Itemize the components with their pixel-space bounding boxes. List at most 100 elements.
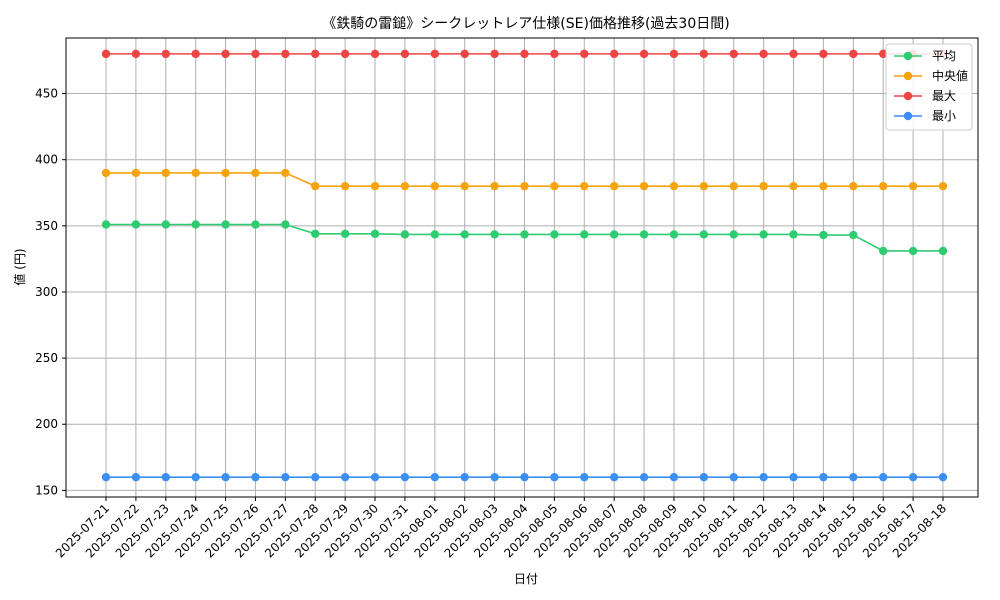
y-axis-label: 値 (円) [12, 248, 27, 285]
data-point [251, 168, 260, 178]
data-point [819, 181, 828, 191]
data-point [460, 181, 469, 191]
data-point [131, 168, 141, 178]
data-point [370, 181, 380, 191]
data-point [490, 181, 499, 191]
data-point [669, 181, 679, 191]
data-point [221, 472, 230, 482]
data-point [221, 220, 230, 229]
data-point [580, 181, 589, 191]
data-point [311, 49, 320, 59]
data-point [370, 229, 380, 238]
data-point [400, 472, 410, 482]
data-point [430, 49, 440, 59]
data-point [191, 472, 200, 482]
data-point [609, 49, 619, 59]
legend-box [885, 43, 973, 131]
data-point [101, 49, 111, 59]
data-point [908, 181, 918, 191]
data-point [819, 472, 828, 482]
data-point [699, 181, 709, 191]
data-point [879, 49, 888, 59]
data-point [460, 230, 469, 239]
data-point [161, 49, 170, 59]
data-point [311, 472, 320, 482]
legend-label: 中央値 [932, 68, 968, 83]
data-point [281, 168, 290, 178]
data-point [849, 181, 858, 191]
data-point [430, 230, 440, 239]
data-point [609, 472, 619, 482]
data-point [729, 181, 738, 191]
data-point [520, 181, 529, 191]
data-point [550, 472, 559, 482]
data-point [699, 230, 709, 239]
data-point [699, 49, 709, 59]
data-point [759, 230, 768, 239]
data-point [191, 220, 200, 229]
data-point [161, 168, 170, 178]
data-point [669, 472, 679, 482]
y-tick-label: 250 [35, 351, 58, 365]
data-point [639, 181, 649, 191]
data-point [938, 472, 948, 482]
data-point [101, 472, 111, 482]
series-中央値 [101, 168, 948, 191]
data-point [639, 230, 649, 239]
legend-swatch-marker [903, 91, 913, 101]
data-point [340, 472, 350, 482]
data-point [879, 472, 888, 482]
legend-swatch-marker [903, 111, 913, 121]
data-point [938, 181, 948, 191]
data-point [281, 472, 290, 482]
data-point [759, 472, 768, 482]
y-tick-label: 400 [35, 153, 58, 167]
y-tick-label: 150 [35, 483, 58, 497]
data-point [789, 181, 798, 191]
data-point [340, 49, 350, 59]
data-point [161, 220, 170, 229]
data-point [101, 168, 111, 178]
data-point [550, 49, 559, 59]
data-point [580, 49, 589, 59]
data-point [460, 472, 469, 482]
y-tick-label: 300 [35, 285, 58, 299]
data-point [669, 230, 679, 239]
legend-swatch-marker [903, 71, 913, 81]
data-point [849, 230, 858, 240]
data-point [221, 49, 230, 59]
data-point [221, 168, 230, 178]
data-point [580, 472, 589, 482]
legend-label: 最小 [932, 109, 956, 123]
chart-title: 《鉄騎の雷鎚》シークレットレア仕様(SE)価格推移(過去30日間) [322, 16, 729, 32]
data-point [819, 49, 828, 59]
data-point [490, 472, 499, 482]
data-point [460, 49, 469, 59]
data-point [908, 246, 918, 256]
data-point [281, 49, 290, 59]
data-point [400, 181, 410, 191]
data-point [729, 49, 738, 59]
data-point [849, 472, 858, 482]
data-point [251, 472, 260, 482]
data-point [101, 220, 111, 229]
data-point [759, 181, 768, 191]
data-point [908, 472, 918, 482]
data-point [490, 49, 499, 59]
data-point [400, 49, 410, 59]
data-point [430, 472, 440, 482]
plot-frame [65, 37, 979, 498]
series-layer [101, 49, 948, 482]
y-tick-label: 200 [35, 417, 58, 431]
data-point [879, 246, 888, 256]
data-point [639, 472, 649, 482]
data-point [789, 472, 798, 482]
data-point [340, 229, 350, 238]
grid [66, 38, 978, 497]
x-axis-label: 日付 [514, 572, 538, 586]
data-point [370, 49, 380, 59]
data-point [251, 220, 260, 229]
data-point [520, 230, 529, 239]
